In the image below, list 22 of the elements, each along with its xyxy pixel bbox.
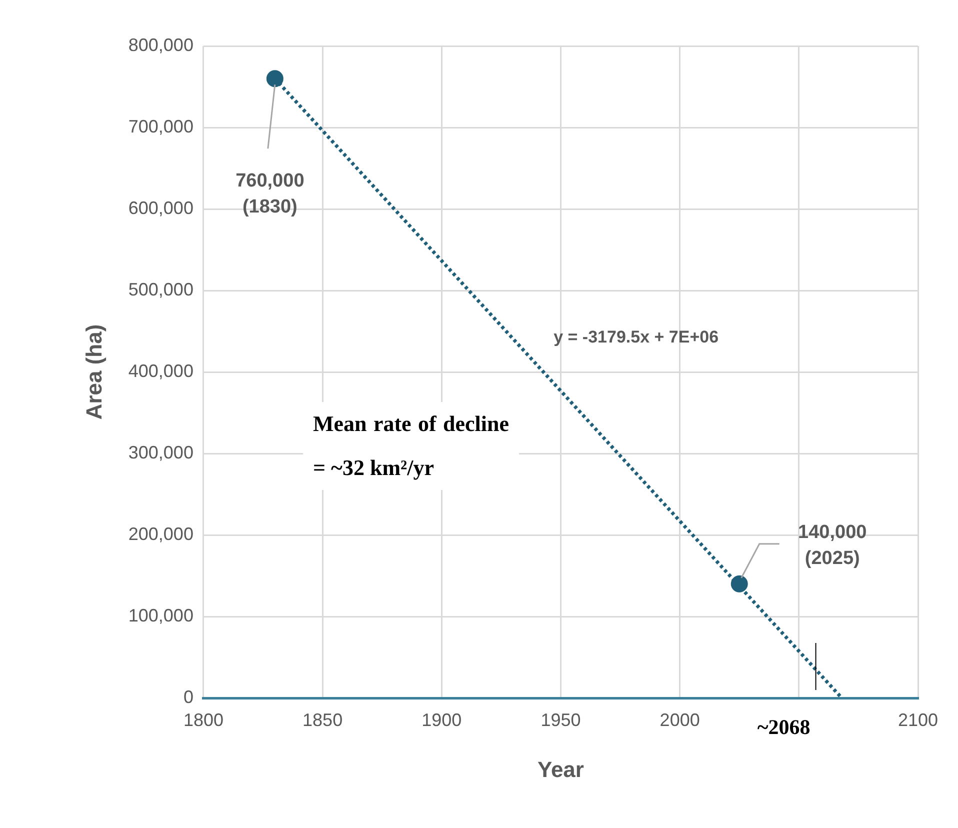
y-tick-label: 600,000	[128, 198, 194, 218]
x-tick-label: 1850	[302, 710, 343, 730]
x-tick-label: 1900	[422, 710, 462, 730]
y-tick-label: 700,000	[128, 116, 194, 136]
annotation: y = -3179.5x + 7E+06	[554, 328, 719, 347]
y-tick-label: 300,000	[128, 442, 194, 462]
y-tick-label: 200,000	[128, 524, 194, 544]
annotation: 760,000 (1830)	[236, 170, 304, 218]
annotation: 140,000 (2025)	[798, 522, 867, 569]
x-tick-label: 2100	[898, 710, 938, 730]
y-tick-label: 800,000	[128, 34, 194, 55]
annotation: ~2068	[757, 715, 810, 739]
x-tick-label: 1950	[540, 710, 581, 730]
y-tick-label: 400,000	[128, 360, 194, 381]
y-axis-title: Area (ha)	[81, 324, 106, 420]
x-tick-label: 2000	[660, 710, 700, 730]
x-tick-label: 1800	[183, 710, 224, 730]
annotation: Mean rate of decline = ~32 km²/yr	[303, 402, 519, 490]
y-tick-label: 500,000	[128, 279, 194, 300]
x-axis-title: Year	[537, 756, 584, 782]
y-tick-label: 100,000	[128, 605, 194, 626]
y-tick-label: 0	[183, 686, 194, 707]
